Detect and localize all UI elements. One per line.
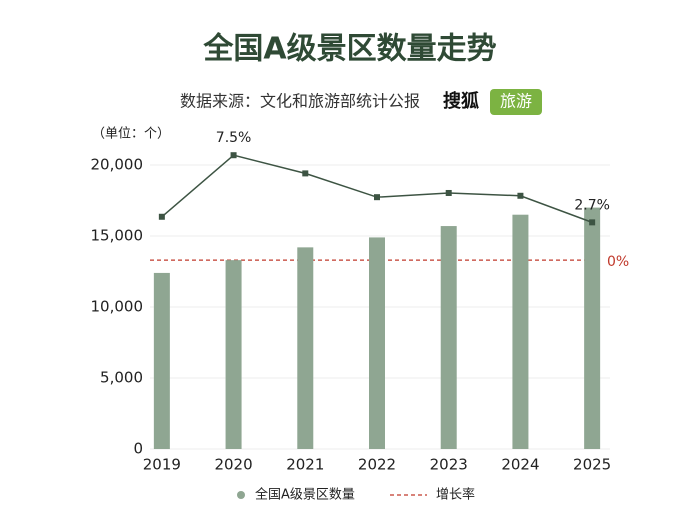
line-marker (302, 170, 309, 177)
x-tick-label: 2024 (501, 456, 539, 474)
brand: 搜狐 (443, 90, 479, 112)
x-tick-label: 2019 (143, 456, 181, 474)
x-tick-label: 2021 (286, 456, 324, 474)
bar (440, 226, 457, 449)
x-tick-label: 2022 (358, 456, 396, 474)
bar (153, 272, 170, 449)
brand: 旅游 (500, 92, 532, 111)
chart-title: 全国A级景区数量走势 (202, 32, 496, 67)
y-tick-label: 20,000 (91, 156, 144, 174)
x-tick-label: 2023 (430, 456, 468, 474)
bar (512, 214, 529, 449)
data-label: 7.5% (216, 130, 252, 146)
y-tick-label: 10,000 (91, 298, 144, 316)
line-marker (589, 219, 596, 226)
y-tick-label: 15,000 (91, 227, 144, 245)
line-marker (230, 152, 237, 159)
bar (584, 207, 601, 449)
x-tick-label: 2025 (573, 456, 611, 474)
chart-subtitle: 数据来源：文化和旅游部统计公报 (180, 92, 420, 111)
legend-label: 全国A级景区数量 (255, 487, 355, 503)
line-marker (158, 213, 165, 220)
x-tick-label: 2020 (214, 456, 252, 474)
line-marker (517, 192, 524, 199)
bar (297, 247, 314, 449)
y-tick-label: 5,000 (100, 369, 143, 387)
bar (369, 237, 385, 449)
line-marker (445, 189, 452, 196)
y-tick-label: 0 (133, 440, 143, 458)
reference-label: 0% (607, 254, 629, 270)
legend-marker (237, 491, 245, 499)
bar (225, 260, 242, 449)
legend-label: 增长率 (436, 487, 475, 503)
unit-label: （单位：个） (92, 127, 170, 142)
line-marker (374, 194, 380, 201)
data-label: 2.7% (574, 197, 610, 213)
brand-badge (490, 89, 542, 115)
